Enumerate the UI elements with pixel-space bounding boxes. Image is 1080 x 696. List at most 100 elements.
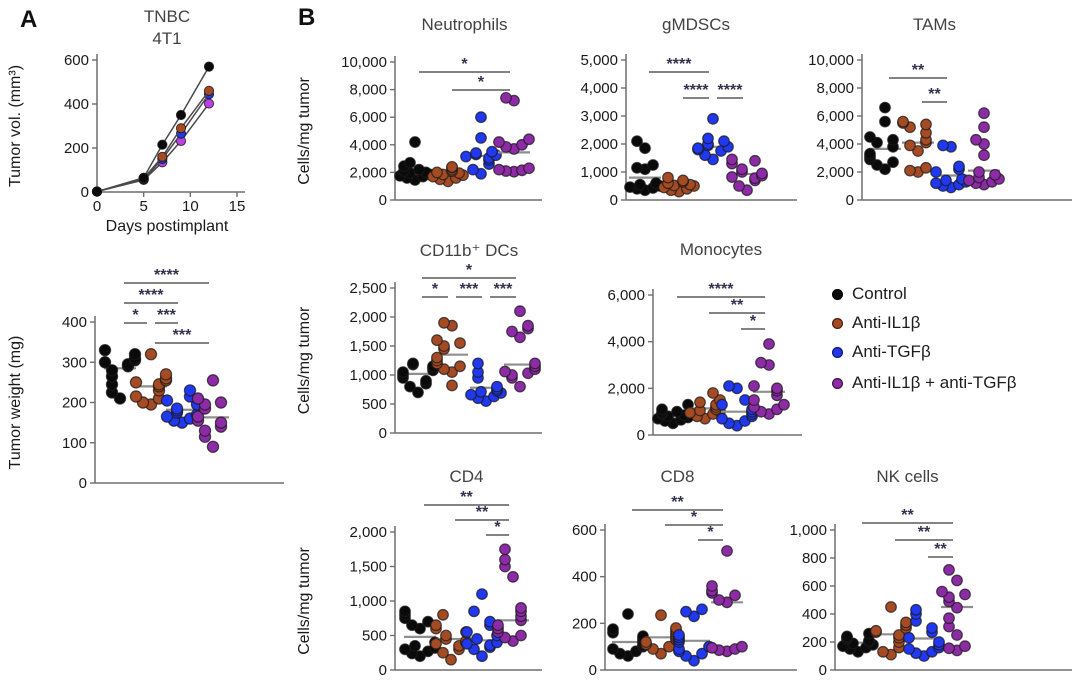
legend-label-anti-tgfb: Anti-TGFβ bbox=[852, 342, 931, 361]
y-axis: 0 2,000 4,000 6,000 8,000 10,000 bbox=[808, 52, 1072, 209]
sig-stars: **** bbox=[154, 267, 180, 284]
data-dot bbox=[920, 118, 932, 131]
legend-item-anti-tgfb: Anti-TGFβ bbox=[832, 340, 931, 364]
data-dot bbox=[978, 149, 990, 162]
data-dot bbox=[129, 376, 143, 389]
chart-gmdscs: 0 1,000 2,000 3,000 4,000 5,000 gMDSCs **** ****… bbox=[555, 4, 805, 236]
data-dot bbox=[461, 637, 473, 650]
dots-group-0 bbox=[624, 135, 666, 197]
y-tick-label: 1,000 bbox=[349, 367, 387, 384]
series-line bbox=[96, 90, 210, 193]
sig-stars: ** bbox=[671, 494, 684, 511]
data-dot bbox=[879, 115, 891, 128]
data-dot bbox=[472, 357, 484, 370]
dots-group-2 bbox=[460, 111, 502, 180]
data-dot bbox=[887, 133, 899, 146]
y-tick-label: 4,000 bbox=[607, 334, 645, 351]
data-dot bbox=[943, 612, 955, 625]
data-dot bbox=[475, 131, 487, 144]
data-dot bbox=[407, 357, 419, 370]
sig-stars: * bbox=[132, 307, 139, 324]
y-tick-label: 4,000 bbox=[580, 80, 618, 97]
data-dot bbox=[507, 570, 519, 583]
data-dot bbox=[476, 650, 488, 663]
y-axis: 0 2,000 4,000 6,000 8,000 10,000 bbox=[341, 54, 542, 209]
data-dot bbox=[978, 107, 990, 120]
y-tick-label: 2,000 bbox=[349, 524, 387, 541]
tams-svg: 0 2,000 4,000 6,000 8,000 10,000 TAMs **** bbox=[808, 15, 1072, 209]
y-tick-label: 600 bbox=[802, 578, 827, 595]
dots-group-2 bbox=[673, 603, 715, 667]
chart-tams: 0 2,000 4,000 6,000 8,000 10,000 TAMs ** ** bbox=[783, 4, 1080, 236]
dots-group-2 bbox=[465, 357, 507, 408]
data-dot bbox=[454, 360, 466, 373]
data-dot bbox=[748, 380, 760, 392]
series-point bbox=[203, 98, 215, 109]
y-axis-label: Tumor vol. (mm³) bbox=[7, 65, 24, 187]
data-dot bbox=[409, 136, 421, 148]
data-dot bbox=[431, 166, 443, 179]
y-tick-label: 0 bbox=[379, 192, 387, 209]
series-point bbox=[91, 186, 103, 197]
y-tick-label: 10,000 bbox=[341, 54, 387, 71]
data-dot bbox=[684, 406, 696, 419]
data-dot bbox=[677, 174, 689, 187]
data-dot bbox=[631, 161, 643, 174]
data-dot bbox=[191, 392, 205, 405]
chart-title: gMDSCs bbox=[662, 15, 730, 34]
legend-item-anti-il1b: Anti-IL1β bbox=[832, 311, 920, 335]
y-tick-label: 600 bbox=[64, 52, 89, 69]
dots-group-0 bbox=[864, 101, 901, 176]
data-dot bbox=[437, 646, 449, 659]
data-dot bbox=[486, 145, 498, 158]
data-dot bbox=[159, 368, 173, 381]
data-dot bbox=[170, 402, 184, 415]
series-line bbox=[96, 66, 210, 193]
data-dot bbox=[446, 379, 458, 392]
x-tick-label: 10 bbox=[182, 198, 199, 215]
chart-neutrophils: 0 2,000 4,000 6,000 8,000 10,000 Neutrophils Ce… bbox=[295, 4, 550, 236]
dots-group-3 bbox=[748, 338, 790, 420]
data-dot bbox=[920, 161, 932, 174]
data-dot bbox=[420, 374, 432, 387]
data-dot bbox=[749, 154, 761, 167]
sig-stars: ** bbox=[912, 62, 925, 79]
y-tick-label: 100 bbox=[62, 435, 87, 452]
data-dot bbox=[959, 588, 971, 601]
data-dot bbox=[702, 132, 714, 145]
dots-group-1 bbox=[431, 316, 468, 392]
data-dot bbox=[399, 643, 411, 656]
sig-bars: ***** bbox=[424, 489, 509, 536]
legend-label-combo: Anti-IL1β + anti-TGFβ bbox=[852, 373, 1017, 392]
legend-dot-control bbox=[832, 288, 843, 300]
series-0 bbox=[91, 61, 215, 197]
chart-title: Monocytes bbox=[680, 240, 762, 259]
gmdscs-svg: 01,0002,0003,0004,0005,000gMDSCs********… bbox=[580, 15, 797, 209]
data-dot bbox=[529, 357, 541, 370]
sig-stars: *** bbox=[173, 327, 192, 344]
data-dot bbox=[951, 629, 963, 641]
sig-stars: * bbox=[691, 509, 698, 526]
chart-title: 4T1 bbox=[152, 29, 181, 48]
legend-label-control: Control bbox=[852, 284, 907, 303]
data-dot bbox=[631, 135, 643, 148]
data-dot bbox=[897, 115, 909, 128]
data-dot bbox=[707, 387, 719, 399]
data-dot bbox=[943, 563, 955, 576]
y-axis: 0 1,000 2,000 3,000 4,000 5,000 bbox=[580, 52, 797, 209]
dots-group-1 bbox=[870, 601, 912, 661]
data-dot bbox=[409, 639, 421, 652]
sig-stars: *** bbox=[157, 307, 176, 324]
dots-group-1 bbox=[897, 115, 934, 178]
data-dot bbox=[692, 142, 704, 155]
data-dot bbox=[514, 305, 526, 318]
data-dot bbox=[183, 384, 197, 397]
data-dot bbox=[723, 380, 735, 392]
y-tick-label: 2,500 bbox=[349, 280, 387, 297]
data-dot bbox=[900, 616, 912, 629]
series-point bbox=[138, 172, 149, 183]
data-dot bbox=[718, 135, 730, 148]
data-dot bbox=[656, 403, 668, 416]
